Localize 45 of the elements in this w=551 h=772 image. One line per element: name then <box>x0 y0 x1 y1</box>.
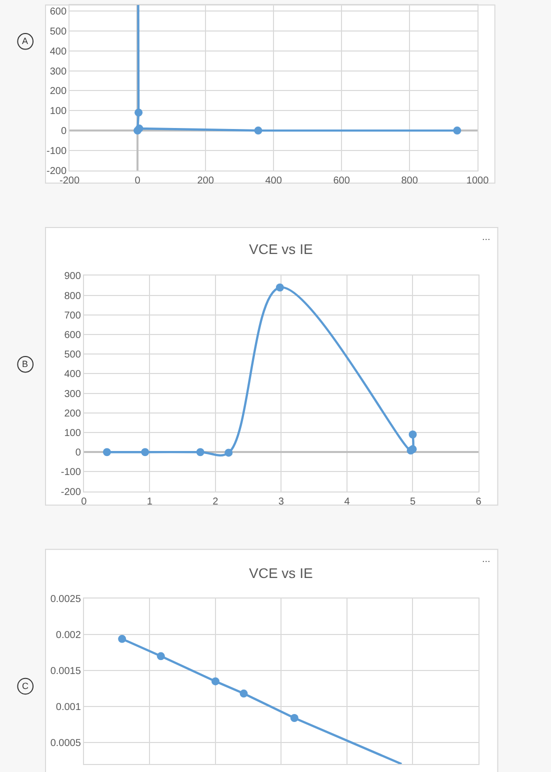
y-tick-label: -200 <box>46 166 67 177</box>
x-tick-label: 600 <box>333 175 350 186</box>
y-tick-label: 0.002 <box>56 630 82 642</box>
y-tick-label: 900 <box>64 271 82 282</box>
text: ... <box>482 232 490 243</box>
chart-title: VCE vs IE <box>249 241 313 257</box>
y-tick-label: 300 <box>50 66 67 78</box>
y-tick-label: 100 <box>50 106 67 118</box>
y-tick-label: 500 <box>50 26 67 38</box>
y-tick-label: 500 <box>64 350 82 361</box>
y-tick-label: -200 <box>60 486 82 498</box>
x-tick-label: 0 <box>134 175 141 186</box>
x-tick-label: 2 <box>212 496 219 508</box>
x-tick-label: 1 <box>146 496 153 508</box>
y-tick-label: 200 <box>50 86 67 98</box>
text: ... <box>482 554 490 565</box>
text: A <box>22 36 28 46</box>
y-tick-label: 0.001 <box>56 702 82 713</box>
y-tick-label: 200 <box>64 408 82 420</box>
y-tick-label: 300 <box>64 388 82 400</box>
y-tick-label: 700 <box>64 310 82 322</box>
y-tick-label: 600 <box>64 330 82 342</box>
y-tick-label: -100 <box>60 467 82 478</box>
y-tick-label: 100 <box>64 428 82 440</box>
x-tick-label: 3 <box>278 496 284 508</box>
y-tick-label: 400 <box>64 369 82 380</box>
y-tick-label: 0 <box>75 448 82 459</box>
y-tick-label: 0.0005 <box>50 738 82 749</box>
x-tick-label: 1000 <box>466 175 490 186</box>
x-tick-label: 6 <box>476 496 482 508</box>
y-tick-label: 0 <box>60 126 67 138</box>
y-tick-label: 0.0025 <box>50 594 82 606</box>
text: C <box>22 681 29 691</box>
x-tick-label: 400 <box>265 175 282 186</box>
y-tick-label: 400 <box>50 46 67 58</box>
text: B <box>22 359 28 369</box>
y-tick-label: 0.0015 <box>50 666 82 678</box>
x-tick-label: 800 <box>401 175 418 186</box>
x-tick-label: 4 <box>344 496 350 508</box>
y-tick-label: -100 <box>46 146 67 157</box>
y-tick-label: 800 <box>64 290 82 302</box>
x-tick-label: 5 <box>410 496 416 508</box>
y-tick-label: 600 <box>50 6 67 18</box>
x-tick-label: 200 <box>197 175 214 186</box>
chart-title: VCE vs IE <box>249 565 313 581</box>
